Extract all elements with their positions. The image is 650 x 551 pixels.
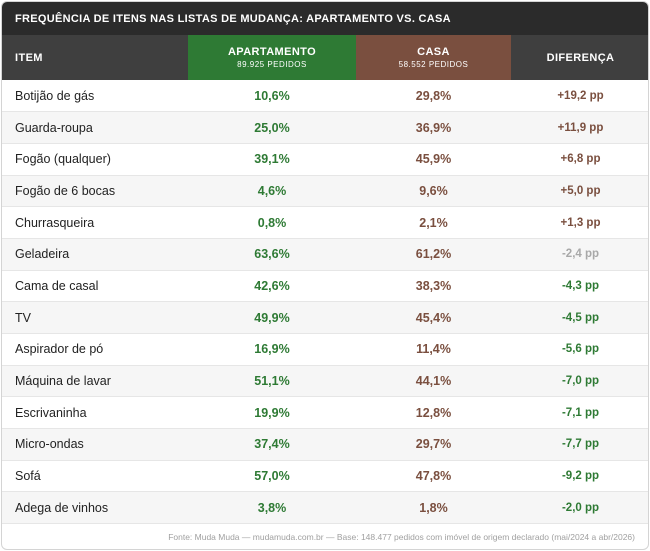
table-row: Fogão de 6 bocas 4,6% 9,6% +5,0 pp xyxy=(2,175,648,208)
table-row: Adega de vinhos 3,8% 1,8% -2,0 pp xyxy=(2,491,648,525)
apartamento-value-cell: 42,6% xyxy=(188,270,356,303)
table-body: Botijão de gás 10,6% 29,8% +19,2 pp Guarda-r… xyxy=(2,80,648,525)
apartamento-value-cell: 49,9% xyxy=(188,301,356,334)
column-header-apartamento-label: APARTAMENTO xyxy=(227,46,317,58)
item-name-cell: Botijão de gás xyxy=(2,80,188,113)
casa-value-cell: 36,9% xyxy=(356,111,511,144)
diferenca-value-cell: -2,4 pp xyxy=(511,238,648,271)
table-row: Escrivaninha 19,9% 12,8% -7,1 pp xyxy=(2,396,648,430)
diferenca-value-cell: -4,5 pp xyxy=(511,301,648,334)
diferenca-value-cell: -4,3 pp xyxy=(511,270,648,303)
casa-value-cell: 61,2% xyxy=(356,238,511,271)
apartamento-value-cell: 37,4% xyxy=(188,428,356,461)
diferenca-value-cell: -7,1 pp xyxy=(511,396,648,430)
casa-value-cell: 9,6% xyxy=(356,175,511,208)
comparison-table: ITEM APARTAMENTO 89.925 PEDIDOS CASA 58.… xyxy=(2,35,648,525)
diferenca-value-cell: +1,3 pp xyxy=(511,206,648,239)
item-name-cell: Guarda-roupa xyxy=(2,111,188,144)
apartamento-value-cell: 39,1% xyxy=(188,143,356,176)
column-header-casa: CASA 58.552 PEDIDOS xyxy=(356,35,511,80)
column-header-diferenca-label: DIFERENÇA xyxy=(546,51,615,64)
item-name-cell: Sofá xyxy=(2,460,188,493)
table-row: Micro-ondas 37,4% 29,7% -7,7 pp xyxy=(2,428,648,461)
table-row: Geladeira 63,6% 61,2% -2,4 pp xyxy=(2,238,648,271)
table-row: Fogão (qualquer) 39,1% 45,9% +6,8 pp xyxy=(2,143,648,176)
diferenca-value-cell: +5,0 pp xyxy=(511,175,648,208)
table-row: Cama de casal 42,6% 38,3% -4,3 pp xyxy=(2,270,648,303)
column-header-casa-sub: 58.552 PEDIDOS xyxy=(398,60,469,69)
casa-value-cell: 47,8% xyxy=(356,460,511,493)
item-name-cell: Aspirador de pó xyxy=(2,333,188,366)
diferenca-value-cell: -7,7 pp xyxy=(511,428,648,461)
casa-value-cell: 38,3% xyxy=(356,270,511,303)
casa-value-cell: 29,8% xyxy=(356,80,511,113)
column-header-apartamento: APARTAMENTO 89.925 PEDIDOS xyxy=(188,35,356,80)
diferenca-value-cell: -7,0 pp xyxy=(511,365,648,398)
table-row: Máquina de lavar 51,1% 44,1% -7,0 pp xyxy=(2,365,648,398)
table-row: Botijão de gás 10,6% 29,8% +19,2 pp xyxy=(2,80,648,113)
table-row: Guarda-roupa 25,0% 36,9% +11,9 pp xyxy=(2,111,648,144)
casa-value-cell: 12,8% xyxy=(356,396,511,430)
apartamento-value-cell: 25,0% xyxy=(188,111,356,144)
item-name-cell: TV xyxy=(2,301,188,334)
column-header-apartamento-sub: 89.925 PEDIDOS xyxy=(237,60,307,69)
apartamento-value-cell: 63,6% xyxy=(188,238,356,271)
casa-value-cell: 44,1% xyxy=(356,365,511,398)
item-name-cell: Fogão de 6 bocas xyxy=(2,175,188,208)
casa-value-cell: 29,7% xyxy=(356,428,511,461)
casa-value-cell: 11,4% xyxy=(356,333,511,366)
apartamento-value-cell: 16,9% xyxy=(188,333,356,366)
source-footnote: Fonte: Muda Muda — mudamuda.com.br — Bas… xyxy=(168,532,635,543)
item-name-cell: Fogão (qualquer) xyxy=(2,143,188,176)
item-name-cell: Micro-ondas xyxy=(2,428,188,461)
column-header-item: ITEM xyxy=(2,35,188,80)
diferenca-value-cell: +11,9 pp xyxy=(511,111,648,144)
diferenca-value-cell: +6,8 pp xyxy=(511,143,648,176)
table-row: TV 49,9% 45,4% -4,5 pp xyxy=(2,301,648,334)
column-header-casa-label: CASA xyxy=(417,46,450,58)
table-row: Churrasqueira 0,8% 2,1% +1,3 pp xyxy=(2,206,648,239)
apartamento-value-cell: 0,8% xyxy=(188,206,356,239)
apartamento-value-cell: 10,6% xyxy=(188,80,356,113)
table-row: Aspirador de pó 16,9% 11,4% -5,6 pp xyxy=(2,333,648,366)
item-name-cell: Cama de casal xyxy=(2,270,188,303)
column-header-item-label: ITEM xyxy=(15,51,43,64)
diferenca-value-cell: -2,0 pp xyxy=(511,491,648,525)
item-name-cell: Escrivaninha xyxy=(2,396,188,430)
table-row: Sofá 57,0% 47,8% -9,2 pp xyxy=(2,460,648,493)
diferenca-value-cell: -9,2 pp xyxy=(511,460,648,493)
casa-value-cell: 2,1% xyxy=(356,206,511,239)
item-name-cell: Máquina de lavar xyxy=(2,365,188,398)
item-name-cell: Adega de vinhos xyxy=(2,491,188,525)
apartamento-value-cell: 57,0% xyxy=(188,460,356,493)
diferenca-value-cell: +19,2 pp xyxy=(511,80,648,113)
diferenca-value-cell: -5,6 pp xyxy=(511,333,648,366)
casa-value-cell: 45,4% xyxy=(356,301,511,334)
apartamento-value-cell: 3,8% xyxy=(188,491,356,525)
item-name-cell: Geladeira xyxy=(2,238,188,271)
header-row: ITEM APARTAMENTO 89.925 PEDIDOS CASA 58.… xyxy=(2,35,648,80)
column-header-diferenca: DIFERENÇA xyxy=(511,35,648,80)
chart-title: FREQUÊNCIA DE ITENS NAS LISTAS DE MUDANÇ… xyxy=(2,2,648,35)
casa-value-cell: 1,8% xyxy=(356,491,511,525)
apartamento-value-cell: 4,6% xyxy=(188,175,356,208)
item-name-cell: Churrasqueira xyxy=(2,206,188,239)
apartamento-value-cell: 51,1% xyxy=(188,365,356,398)
apartamento-value-cell: 19,9% xyxy=(188,396,356,430)
casa-value-cell: 45,9% xyxy=(356,143,511,176)
